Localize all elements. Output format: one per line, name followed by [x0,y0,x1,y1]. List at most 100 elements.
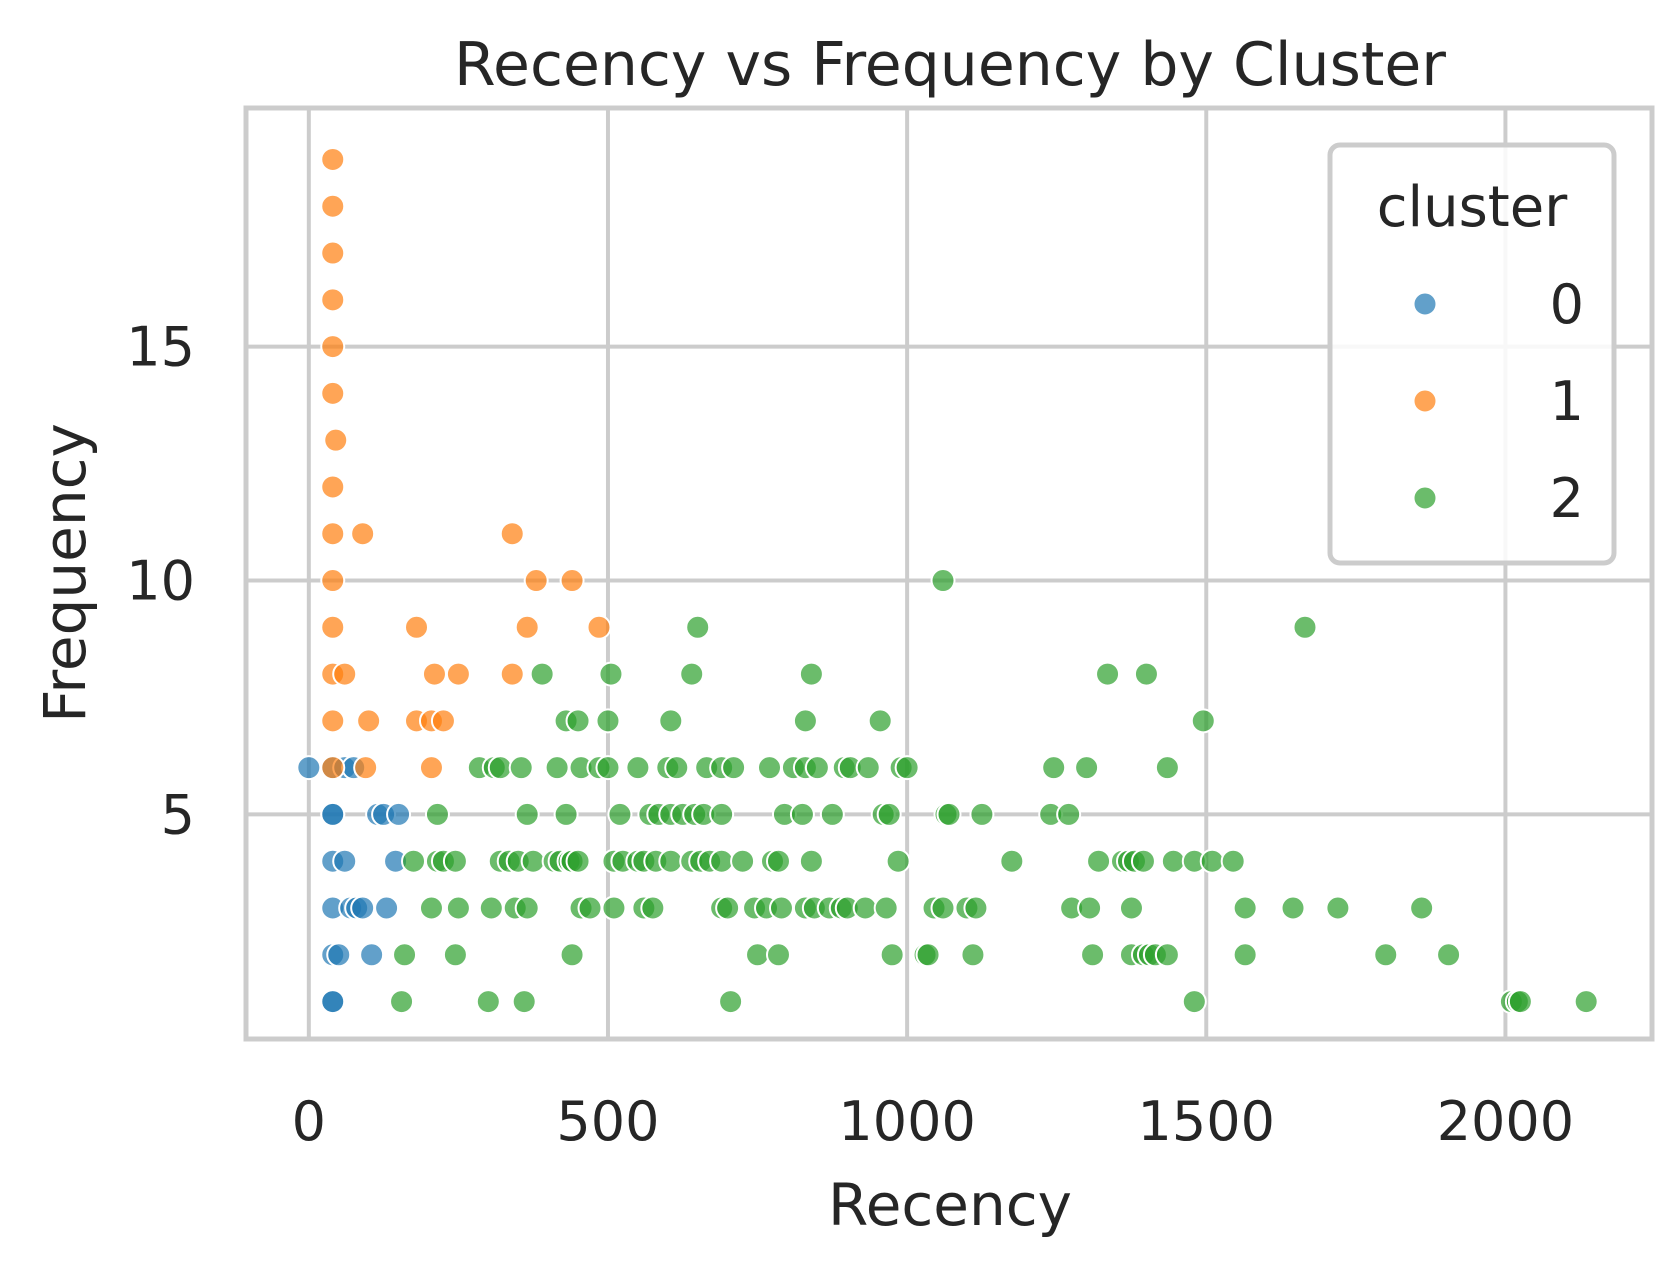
data-point [792,708,818,734]
data-point [1154,755,1180,781]
x-tick-label: 2000 [1437,1090,1574,1153]
data-point [625,755,651,781]
data-point [320,708,346,734]
x-tick-label: 0 [292,1090,326,1153]
data-point [730,848,756,874]
data-point [1181,989,1207,1015]
data-point [1086,848,1112,874]
data-point [855,755,881,781]
data-point [1373,942,1399,968]
x-tick-label: 1500 [1138,1090,1275,1153]
data-point [508,755,534,781]
data-point [819,801,845,827]
data-point [478,895,504,921]
data-point [445,661,471,687]
data-point [320,146,346,172]
data-point [1409,895,1435,921]
data-point [332,661,358,687]
data-point [386,801,412,827]
data-point [852,895,878,921]
data-point [320,755,346,781]
data-point [1056,801,1082,827]
data-point [963,895,989,921]
data-point [1325,895,1351,921]
data-point [601,895,627,921]
data-point [565,708,591,734]
data-point [350,895,376,921]
legend-marker [1412,291,1438,317]
data-point [658,848,684,874]
data-point [1507,989,1533,1015]
data-point [765,942,791,968]
y-tick-label: 5 [161,783,195,846]
data-point [1292,614,1318,640]
data-point [1077,895,1103,921]
data-point [1220,848,1246,874]
data-point [936,801,962,827]
data-point [320,801,346,827]
data-point [1199,848,1225,874]
data-point [445,895,471,921]
data-point [418,895,444,921]
data-point [789,801,815,827]
y-axis-label: Frequency [31,423,99,723]
data-point [595,755,621,781]
points-layer [296,146,1599,1015]
data-point [320,568,346,594]
legend-label: 2 [1550,467,1584,530]
data-point [577,895,603,921]
data-point [320,380,346,406]
data-point [685,614,711,640]
legend-marker [1412,485,1438,511]
legend-title: cluster [1377,175,1568,240]
data-point [718,989,744,1015]
data-point [553,801,579,827]
data-point [721,755,747,781]
data-point [418,755,444,781]
data-point [514,801,540,827]
data-point [511,989,537,1015]
x-tick-label: 500 [556,1090,659,1153]
data-point [1118,895,1144,921]
data-point [350,521,376,547]
data-point [679,661,705,687]
x-tick-labels: 0 500 1000 1500 2000 [292,1090,1574,1153]
data-point [969,801,995,827]
data-point [709,848,735,874]
data-point [745,942,771,968]
data-point [353,755,379,781]
data-point [389,989,415,1015]
data-point [1232,942,1258,968]
data-point [559,942,585,968]
data-point [1074,755,1100,781]
data-point [876,801,902,827]
data-point [1154,942,1180,968]
data-point [320,614,346,640]
data-point [320,989,346,1015]
data-point [320,334,346,360]
data-point [1280,895,1306,921]
data-point [320,240,346,266]
data-point [1436,942,1462,968]
data-point [544,755,570,781]
data-point [867,708,893,734]
data-point [1573,989,1599,1015]
data-point [1232,895,1258,921]
data-point [798,848,824,874]
data-point [424,801,450,827]
data-point [320,193,346,219]
data-point [879,942,905,968]
legend-label: 0 [1550,273,1584,336]
data-point [607,801,633,827]
data-point [658,708,684,734]
data-point [529,661,555,687]
data-point [915,942,941,968]
data-point [565,848,591,874]
series-1 [320,146,612,781]
data-point [709,801,735,827]
data-point [401,848,427,874]
data-point [487,755,513,781]
data-point [520,848,546,874]
data-point [885,848,911,874]
